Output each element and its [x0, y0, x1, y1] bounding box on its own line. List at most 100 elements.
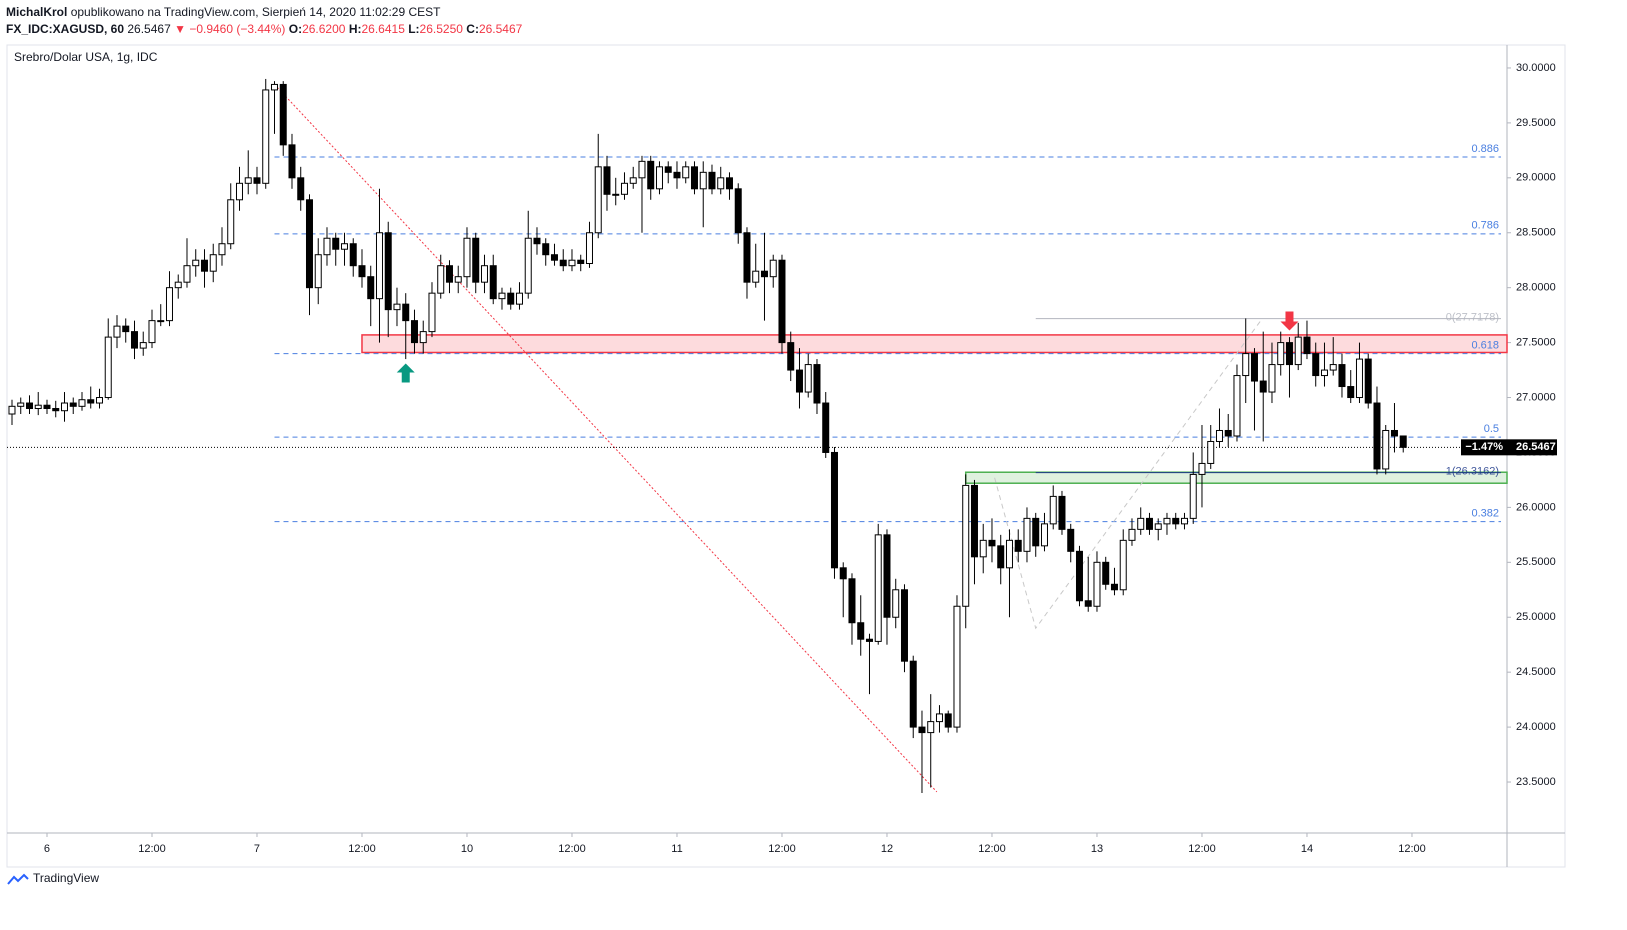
arrow: [1280, 311, 1299, 331]
brand: TradingView: [33, 871, 99, 885]
candle-body: [883, 534, 891, 618]
candle-body: [524, 237, 532, 294]
candle-body: [235, 182, 243, 201]
candle-body: [148, 320, 156, 344]
symbol: FX_IDC:XAGUSD, 60: [6, 22, 125, 36]
candle-body: [454, 276, 462, 283]
candle-body: [445, 265, 453, 283]
candle-body: [384, 232, 392, 311]
price-label: 26.5467: [1516, 441, 1556, 453]
candle-body: [1023, 517, 1031, 552]
candle-body: [270, 83, 278, 91]
candle-body: [34, 404, 42, 410]
candle-body: [682, 166, 690, 179]
candle-body: [1119, 539, 1127, 591]
candle-body: [962, 484, 970, 607]
fib-label: 0.5: [1484, 423, 1499, 435]
candle-body: [568, 259, 576, 267]
candle-body: [1102, 561, 1110, 585]
candle-body: [489, 265, 497, 300]
candle-body: [1032, 517, 1040, 547]
candle-body: [332, 237, 340, 250]
x-tick-label: 12:00: [348, 843, 376, 855]
chart-title: Srebro/Dolar USA, 1g, IDC: [14, 50, 158, 64]
candle-body: [463, 237, 471, 278]
candle-body: [997, 545, 1005, 569]
candle-body: [1312, 353, 1320, 377]
candle-body: [787, 342, 795, 371]
x-tick-label: 14: [1301, 843, 1313, 855]
candle-body: [288, 144, 296, 179]
y-tick-label: 23.5000: [1516, 776, 1556, 788]
change-label: −1.47%: [1465, 441, 1503, 453]
ohlc-value: 26.6415: [361, 22, 405, 36]
candle-body: [1242, 353, 1250, 377]
candle-body: [52, 408, 60, 412]
candle-body: [795, 369, 803, 393]
candle-body: [8, 405, 16, 415]
candle-body: [410, 320, 418, 344]
candle-body: [419, 331, 427, 344]
candle-body: [1075, 550, 1083, 602]
candle-body: [603, 166, 611, 195]
candle-body: [1014, 539, 1022, 552]
candle-body: [192, 259, 200, 267]
candle-body: [1355, 358, 1363, 399]
candle-body: [708, 171, 716, 190]
last: 26.5467: [127, 22, 171, 36]
candle-body: [428, 292, 436, 333]
candle-body: [1233, 375, 1241, 437]
candle-body: [1058, 495, 1066, 530]
candle-body: [227, 199, 235, 245]
y-tick-label: 27.5000: [1516, 337, 1556, 349]
candle-body: [725, 177, 733, 190]
candle-body: [1303, 336, 1311, 355]
candle-body: [1215, 429, 1223, 442]
candle-body: [375, 232, 383, 300]
candle-body: [1005, 539, 1013, 569]
candle-body: [804, 364, 812, 393]
candle-body: [1382, 429, 1390, 470]
ohlc-label: C:: [466, 22, 479, 36]
fib-label: 0.618: [1471, 339, 1499, 351]
candle-body: [253, 177, 261, 184]
candle-body: [1110, 583, 1118, 591]
candle-body: [673, 171, 681, 179]
price-box: [1507, 439, 1557, 456]
candle-body: [480, 265, 488, 283]
zone: [361, 334, 1508, 354]
y-tick-label: 30.0000: [1516, 62, 1556, 74]
ohlc-label: H:: [348, 22, 362, 36]
trend-line: [274, 84, 938, 793]
x-tick-label: 12:00: [1398, 843, 1426, 855]
x-tick-label: 12:00: [1188, 843, 1216, 855]
candle-body: [323, 237, 331, 256]
candle-body: [900, 589, 908, 662]
arrow: [396, 363, 415, 383]
candle-body: [760, 270, 768, 278]
ohlc-label: O:: [288, 22, 303, 36]
candle-body: [813, 364, 821, 404]
candle-body: [95, 397, 103, 404]
candle-body: [174, 281, 182, 289]
y-tick-label: 29.0000: [1516, 172, 1556, 184]
fib-label: 0.886: [1471, 143, 1499, 155]
candle-body: [349, 243, 357, 267]
change: ▼ −0.9460 (−3.44%): [174, 22, 286, 36]
candle-body: [1084, 600, 1092, 607]
candle-body: [1320, 369, 1328, 377]
candle-body: [1329, 364, 1337, 371]
candle-body: [699, 171, 707, 190]
candle-body: [1198, 462, 1206, 475]
candle-body: [935, 713, 943, 723]
candle-body: [87, 399, 95, 404]
candle-body: [104, 336, 112, 399]
candle-body: [17, 402, 25, 407]
published: opublikowano na TradingView.com, Sierpie…: [70, 5, 441, 19]
candle-body: [585, 232, 593, 265]
x-tick-label: 7: [254, 843, 260, 855]
y-tick-label: 24.0000: [1516, 721, 1556, 733]
candle-body: [157, 320, 165, 323]
candle-body: [629, 177, 637, 184]
